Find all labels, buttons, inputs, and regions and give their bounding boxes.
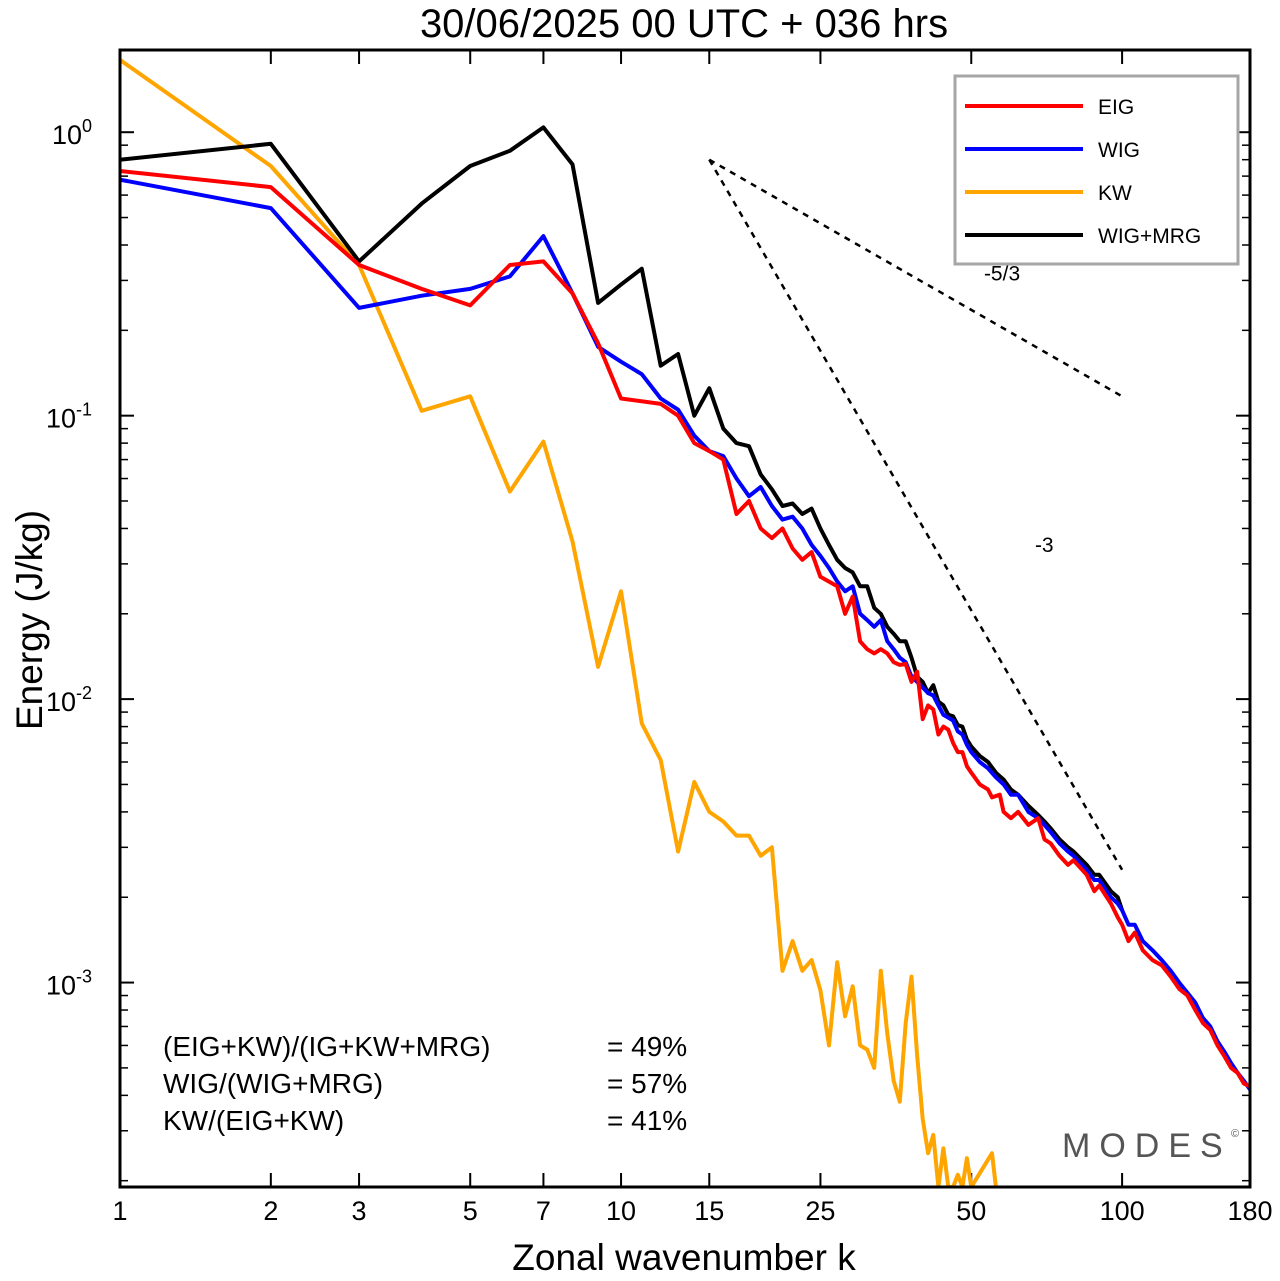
annotation-value-2: = 41% [607,1105,687,1136]
series-line-kw [120,58,998,1187]
data-series [120,58,1250,1187]
legend-label-wig-mrg: WIG+MRG [1098,225,1201,248]
slope-line-3 [708,159,1124,871]
series-line-eig [120,169,1250,1089]
x-tick-label-10: 10 [606,1196,636,1226]
legend: EIG WIG KW WIG+MRG [953,74,1240,266]
x-tick-label-2: 2 [263,1196,278,1226]
x-tick-label-1: 1 [112,1196,127,1226]
annotation-label-2: KW/(EIG+KW) [163,1105,344,1136]
y-tick-label-0: 100 [52,116,92,150]
x-tick-labels: 1 2 3 5 7 10 15 25 50 100 180 [112,1196,1272,1226]
legend-label-eig: EIG [1098,96,1134,119]
plot-frame [118,48,1252,1189]
annotation-label-0: (EIG+KW)/(IG+KW+MRG) [163,1031,490,1062]
reference-slope-lines [708,158,1124,871]
reference-slope-labels: -5/3 -3 [984,262,1054,557]
x-tick-label-15: 15 [694,1196,724,1226]
slope-label-3: -3 [1035,534,1054,557]
chart-title: 30/06/2025 00 UTC + 036 hrs [420,2,948,46]
x-tick-label-7: 7 [536,1196,551,1226]
series-line-wig [120,177,1250,1091]
slope-line-5-3 [708,158,1123,398]
annotation-label-1: WIG/(WIG+MRG) [163,1068,383,1099]
x-axis-title: Zonal wavenumber k [512,1237,856,1278]
legend-label-kw: KW [1098,182,1132,205]
legend-label-wig: WIG [1098,139,1140,162]
x-tick-label-25: 25 [805,1196,835,1226]
x-tick-label-3: 3 [352,1196,367,1226]
modes-watermark: MODES © [1062,1127,1239,1165]
x-tick-label-180: 180 [1227,1196,1272,1226]
slope-label-5-3: -5/3 [984,262,1020,285]
y-axis-title: Energy (J/kg) [9,510,50,730]
annotation-value-1: = 57% [607,1068,687,1099]
series-line-wig-mrg [120,125,1124,911]
y-tick-label--1: 10-1 [46,400,92,434]
watermark-text: MODES [1062,1127,1232,1165]
x-tick-label-100: 100 [1100,1196,1145,1226]
ratio-annotations: (EIG+KW)/(IG+KW+MRG) = 49% WIG/(WIG+MRG) = … [163,1031,687,1136]
annotation-value-0: = 49% [607,1031,687,1062]
legend-box [953,74,1240,266]
y-tick-label--3: 10-3 [46,967,92,1001]
y-tick-labels: 100 10-1 10-2 10-3 [46,116,92,1000]
y-tick-label--2: 10-2 [46,683,92,717]
copyright-icon: © [1231,1128,1239,1140]
x-tick-label-5: 5 [463,1196,478,1226]
x-tick-label-50: 50 [956,1196,986,1226]
